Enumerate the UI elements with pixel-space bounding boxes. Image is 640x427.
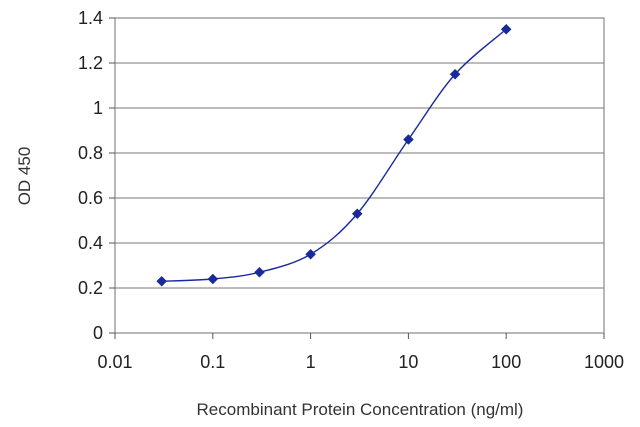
y-tick-label: 1.2 — [78, 53, 103, 73]
y-tick-label: 1.4 — [78, 8, 103, 28]
y-tick-label: 0 — [93, 323, 103, 343]
data-point — [156, 275, 168, 287]
data-point — [305, 248, 316, 260]
data-point — [500, 23, 512, 35]
data-point — [449, 68, 461, 80]
y-tick-label: 0.2 — [78, 278, 103, 298]
gridlines — [115, 62, 604, 289]
y-tick-label: 0.4 — [78, 233, 103, 253]
x-tick-label: 1 — [306, 352, 316, 372]
y-tick-label: 0.8 — [78, 143, 103, 163]
plot-area — [114, 17, 605, 334]
x-tick-label: 1000 — [584, 352, 624, 372]
data-point — [351, 208, 363, 220]
x-axis-title: Recombinant Protein Concentration (ng/ml… — [197, 400, 524, 419]
data-point — [403, 134, 414, 145]
x-tick-label: 100 — [491, 352, 521, 372]
series-layer — [156, 23, 512, 287]
y-tick-label: 1 — [93, 98, 103, 118]
y-axis-title: OD 450 — [15, 147, 34, 206]
data-point — [207, 273, 219, 285]
data-point — [254, 266, 265, 278]
x-tick-label: 10 — [398, 352, 418, 372]
x-tick-label: 0.1 — [200, 352, 225, 372]
x-tick-label: 0.01 — [97, 352, 132, 372]
y-axis: 0 0.2 0.4 0.6 0.8 1 1.2 1.4 — [78, 8, 115, 343]
y-tick-label: 0.6 — [78, 188, 103, 208]
x-axis: 0.01 0.1 1 10 100 1000 — [97, 333, 624, 372]
